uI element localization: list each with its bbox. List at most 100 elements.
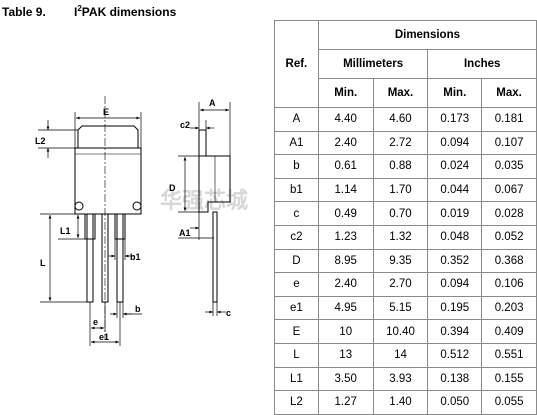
- label-e: e: [93, 317, 98, 327]
- ref-cell: c2: [274, 224, 319, 250]
- value-cell-in-min: 0.048: [427, 224, 483, 250]
- ref-cell: A: [274, 107, 319, 132]
- hole-left: [74, 201, 84, 211]
- value-cell-mm-min: 4.95: [317, 295, 374, 321]
- ref-cell: L2: [274, 390, 319, 415]
- ref-cell: E: [274, 319, 319, 344]
- value-cell-in-max: 0.409: [481, 319, 537, 344]
- value-cell-mm-min: 8.95: [317, 248, 374, 274]
- value-cell-in-min: 0.512: [427, 342, 483, 368]
- in-min-header: Min.: [427, 78, 483, 108]
- value-cell-in-max: 0.181: [481, 107, 537, 132]
- side-lead: [212, 211, 218, 303]
- value-cell-mm-max: 2.72: [372, 130, 429, 156]
- inches-header: Inches: [427, 49, 537, 79]
- dim-A: [198, 102, 231, 156]
- value-cell-mm-min: 13: [317, 342, 374, 368]
- table-row: e1 4.95 5.15 0.195 0.203: [274, 295, 537, 321]
- hole-right: [132, 201, 142, 211]
- table-caption: Table 9. I2PAK dimensions: [2, 4, 176, 19]
- millimeters-header: Millimeters: [317, 49, 429, 79]
- ref-cell: b: [274, 154, 319, 179]
- table-row: c2 1.23 1.32 0.048 0.052: [274, 224, 537, 250]
- label-A1: A1: [179, 228, 191, 238]
- value-cell-in-min: 0.173: [427, 107, 483, 132]
- caption-superscript: 2: [77, 4, 82, 13]
- value-cell-in-min: 0.094: [427, 272, 483, 297]
- package-drawing: 华强芯城 E L2 L: [35, 96, 248, 346]
- value-cell-in-min: 0.024: [427, 154, 483, 179]
- dim-b1: [108, 239, 134, 260]
- value-cell-mm-min: 0.61: [317, 154, 374, 179]
- dimensions-table-body: A 4.40 4.60 0.173 0.181 A1 2.40 2.72 0.094 0.107 b…: [274, 107, 537, 415]
- value-cell-mm-max: 1.70: [372, 177, 429, 203]
- value-cell-in-max: 0.052: [481, 224, 537, 250]
- table-row: b1 1.14 1.70 0.044 0.067: [274, 177, 537, 203]
- dim-e: [89, 302, 106, 332]
- table-row: D 8.95 9.35 0.352 0.368: [274, 248, 537, 274]
- table-row: e 2.40 2.70 0.094 0.106: [274, 272, 537, 297]
- dim-b: [110, 302, 142, 318]
- value-cell-mm-max: 5.15: [372, 295, 429, 321]
- value-cell-mm-max: 0.88: [372, 154, 429, 179]
- table-row: L 13 14 0.512 0.551: [274, 342, 537, 368]
- mm-max-header: Max.: [372, 78, 429, 108]
- label-D: D: [169, 183, 176, 193]
- ref-cell: A1: [274, 130, 319, 156]
- ref-cell: e1: [274, 295, 319, 321]
- value-cell-in-max: 0.107: [481, 130, 537, 156]
- value-cell-mm-min: 10: [317, 319, 374, 344]
- dim-e1: [89, 302, 121, 346]
- value-cell-in-min: 0.094: [427, 130, 483, 156]
- table-row: A 4.40 4.60 0.173 0.181: [274, 107, 537, 132]
- dimensions-table: Ref. Dimensions Millimeters Inches Min. …: [274, 20, 537, 415]
- value-cell-in-min: 0.019: [427, 201, 483, 226]
- value-cell-in-max: 0.203: [481, 295, 537, 321]
- value-cell-in-min: 0.394: [427, 319, 483, 344]
- label-c2: c2: [180, 120, 190, 130]
- value-cell-in-min: 0.138: [427, 366, 483, 392]
- value-cell-in-max: 0.067: [481, 177, 537, 203]
- label-A: A: [209, 98, 216, 108]
- value-cell-mm-max: 9.35: [372, 248, 429, 274]
- value-cell-in-max: 0.155: [481, 366, 537, 392]
- lead-right: [116, 213, 124, 303]
- value-cell-mm-min: 1.23: [317, 224, 374, 250]
- dim-L2: [38, 120, 78, 158]
- value-cell-in-max: 0.106: [481, 272, 537, 297]
- dim-c: [205, 302, 226, 316]
- ref-cell: D: [274, 248, 319, 274]
- dim-L: [40, 213, 87, 303]
- caption-title: PAK dimensions: [81, 5, 177, 19]
- ref-cell: b1: [274, 177, 319, 203]
- value-cell-in-max: 0.551: [481, 342, 537, 368]
- label-e1: e1: [99, 332, 109, 342]
- value-cell-mm-min: 2.40: [317, 130, 374, 156]
- label-b1: b1: [130, 252, 141, 262]
- value-cell-mm-max: 3.93: [372, 366, 429, 392]
- table-number: Table 9.: [2, 5, 46, 19]
- side-tab: [198, 129, 207, 157]
- dim-D: [178, 155, 199, 213]
- dim-E: [74, 112, 142, 148]
- dim-A1: [178, 212, 214, 240]
- value-cell-mm-max: 1.40: [372, 390, 429, 415]
- package-body: [74, 147, 142, 215]
- dim-L1: [58, 215, 85, 240]
- mm-min-header: Min.: [317, 78, 374, 108]
- dimensions-header: Dimensions: [317, 20, 537, 50]
- ref-cell: L: [274, 342, 319, 368]
- table-row: b 0.61 0.88 0.024 0.035: [274, 154, 537, 179]
- label-c: c: [226, 308, 231, 318]
- label-E: E: [103, 107, 109, 117]
- ref-cell: L1: [274, 366, 319, 392]
- value-cell-in-max: 0.028: [481, 201, 537, 226]
- value-cell-mm-max: 1.32: [372, 224, 429, 250]
- label-b: b: [135, 304, 141, 314]
- package-tab: [77, 125, 139, 149]
- value-cell-in-min: 0.352: [427, 248, 483, 274]
- label-L1: L1: [60, 226, 71, 236]
- table-row: L1 3.50 3.93 0.138 0.155: [274, 366, 537, 392]
- value-cell-mm-max: 10.40: [372, 319, 429, 344]
- lead-left: [86, 213, 94, 303]
